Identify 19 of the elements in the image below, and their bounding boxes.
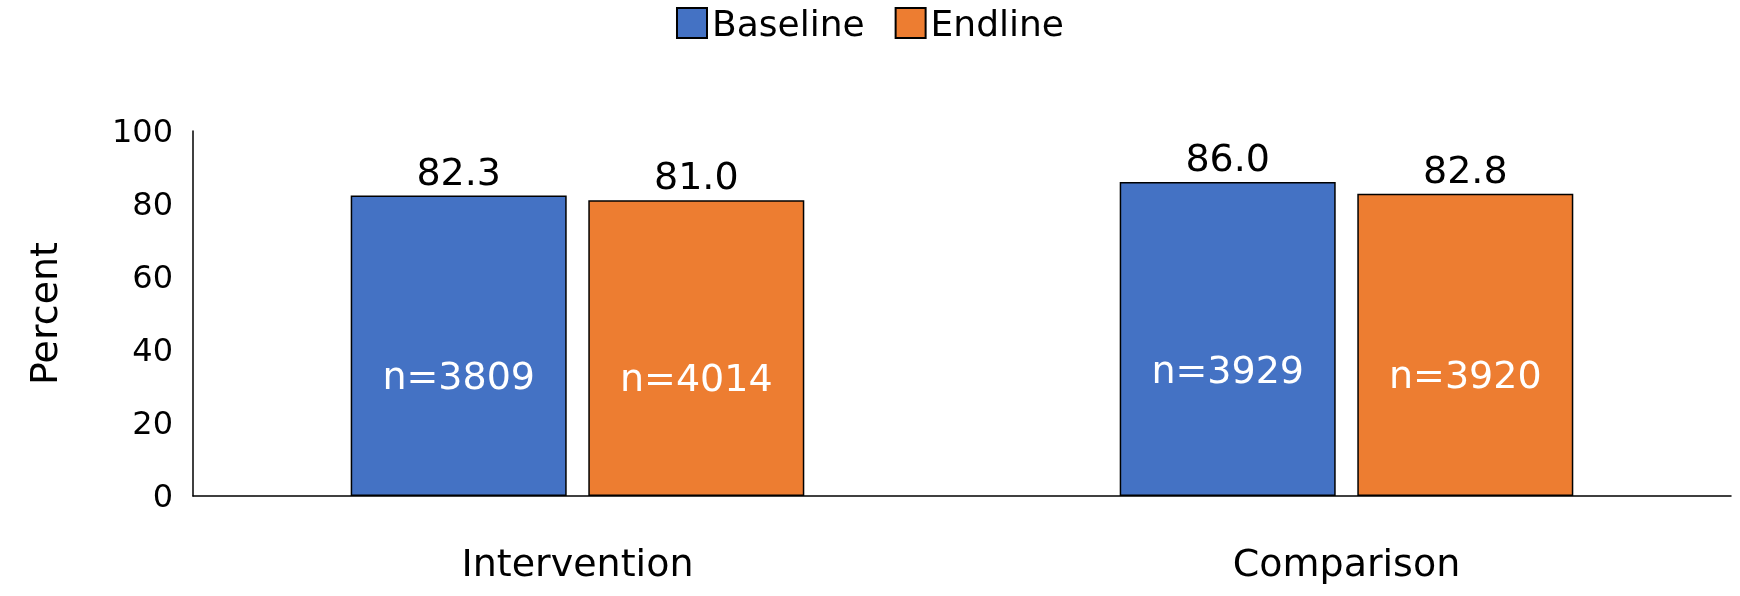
y-tick-label: 60 xyxy=(132,258,173,296)
x-tick-label: Intervention xyxy=(461,541,694,585)
y-tick-label: 20 xyxy=(132,404,173,442)
annotation: n=3929 xyxy=(1151,348,1305,393)
data-label: 81.0 xyxy=(654,154,739,199)
y-axis-title: Percent xyxy=(22,242,66,385)
annotation: n=4014 xyxy=(619,355,773,400)
data-label: 82.8 xyxy=(1423,147,1508,192)
legend-label: Baseline xyxy=(711,2,865,44)
y-tick-label: 100 xyxy=(111,112,173,150)
data-label: 86.0 xyxy=(1185,136,1270,181)
data-label: 82.3 xyxy=(416,149,501,194)
y-tick-label: 80 xyxy=(132,185,173,223)
annotation: n=3920 xyxy=(1388,353,1542,398)
annotation: n=3809 xyxy=(382,353,536,398)
y-tick-label: 40 xyxy=(132,331,173,369)
y-tick-label: 0 xyxy=(152,477,173,515)
x-tick-label: Comparison xyxy=(1232,541,1461,585)
legend-label: Endline xyxy=(930,2,1065,44)
